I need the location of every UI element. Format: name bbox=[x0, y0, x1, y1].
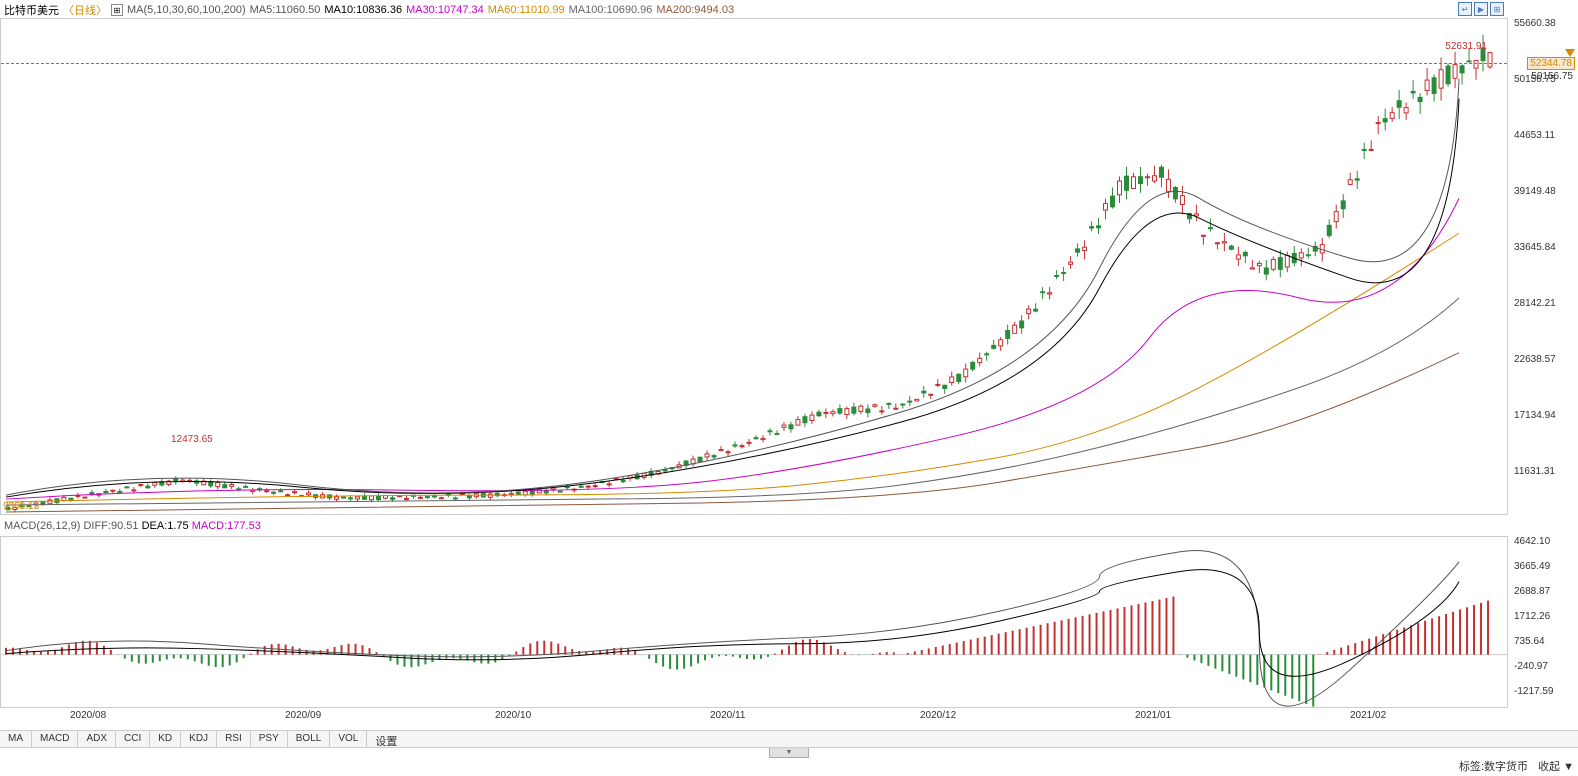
x-axis: 2020/08 2020/09 2020/10 2020/11 2020/12 2021/… bbox=[0, 710, 1508, 726]
macd-params: MACD(26,12,9) bbox=[4, 520, 80, 532]
y-tick: 3665.49 bbox=[1514, 561, 1550, 572]
macd-value: MACD:177.53 bbox=[192, 520, 261, 532]
indicator-settings[interactable]: 设置 bbox=[367, 731, 405, 747]
macd-diff: DIFF:90.51 bbox=[83, 520, 138, 532]
collapse-handle[interactable]: ▼ bbox=[769, 748, 809, 758]
y-tick: 11631.31 bbox=[1514, 466, 1555, 477]
indicator-tab-cci[interactable]: CCI bbox=[116, 731, 150, 747]
macd-dea: DEA:1.75 bbox=[142, 520, 189, 532]
timeframe-label: 〈日线〉 bbox=[63, 2, 107, 18]
expand-icon[interactable]: ⊞ bbox=[111, 4, 123, 16]
chart-header: 比特币美元 〈日线〉 ⊞ MA(5,10,30,60,100,200) MA5:… bbox=[4, 2, 1574, 18]
tool-icon-3[interactable]: ⊞ bbox=[1490, 2, 1504, 16]
y-axis-macd: 4642.10 3665.49 2688.87 1712.26 735.64 -240.9… bbox=[1510, 536, 1578, 708]
local-high-1: 12473.65 bbox=[171, 434, 213, 445]
indicator-tab-ma[interactable]: MA bbox=[0, 731, 32, 747]
x-tick: 2020/11 bbox=[710, 710, 745, 721]
y-tick: 4642.10 bbox=[1514, 536, 1550, 547]
macd-chart[interactable] bbox=[0, 536, 1508, 708]
y-tick: 28142.21 bbox=[1514, 298, 1556, 309]
y-tick: -240.97 bbox=[1514, 661, 1548, 672]
indicator-tab-kd[interactable]: KD bbox=[150, 731, 181, 747]
indicator-tab-adx[interactable]: ADX bbox=[78, 731, 116, 747]
macd-header: MACD(26,12,9) DIFF:90.51 DEA:1.75 MACD:1… bbox=[4, 520, 261, 532]
indicator-tab-boll[interactable]: BOLL bbox=[288, 731, 331, 747]
indicator-tab-rsi[interactable]: RSI bbox=[217, 731, 251, 747]
y-tick: 39149.48 bbox=[1514, 186, 1556, 197]
y-tick: -1217.59 bbox=[1514, 686, 1553, 697]
x-tick: 2020/10 bbox=[495, 710, 531, 721]
tool-icon-1[interactable]: ↵ bbox=[1458, 2, 1472, 16]
y-tick: 1712.26 bbox=[1514, 611, 1550, 622]
y-axis-main: 55660.38 50156.75 44653.11 39149.48 33645.84… bbox=[1510, 18, 1578, 515]
start-low: 9368.13 bbox=[3, 501, 39, 512]
x-tick: 2020/12 bbox=[920, 710, 956, 721]
indicator-tabs: MAMACDADXCCIKDKDJRSIPSYBOLLVOL设置 bbox=[0, 730, 1578, 748]
price-svg bbox=[1, 19, 1507, 514]
current-price-line bbox=[1, 63, 1507, 64]
indicator-tab-vol[interactable]: VOL bbox=[330, 731, 367, 747]
y-tick: 22638.57 bbox=[1514, 354, 1556, 365]
tag-label: 标签:数字货币 bbox=[1459, 758, 1528, 774]
ma200-value: MA200:9494.03 bbox=[656, 4, 734, 16]
local-high-2: 52631.91 bbox=[1445, 41, 1487, 52]
ma10-value: MA10:10836.36 bbox=[324, 4, 402, 16]
indicator-tab-macd[interactable]: MACD bbox=[32, 731, 78, 747]
macd-svg bbox=[1, 537, 1507, 707]
y-tick: 44653.11 bbox=[1514, 130, 1555, 141]
indicator-tab-psy[interactable]: PSY bbox=[251, 731, 288, 747]
y-tick: 17134.94 bbox=[1514, 410, 1556, 421]
y-tick: 55660.38 bbox=[1514, 18, 1556, 29]
ma100-value: MA100:10690.96 bbox=[569, 4, 653, 16]
y-tick: 33645.84 bbox=[1514, 242, 1556, 253]
footer-bar: 标签:数字货币 收起 ▼ bbox=[1459, 758, 1574, 774]
header-toolbar: ↵ ▶ ⊞ bbox=[1458, 2, 1504, 16]
x-tick: 2021/01 bbox=[1135, 710, 1171, 721]
ma60-value: MA60:11010.99 bbox=[488, 4, 565, 16]
x-tick: 2020/09 bbox=[285, 710, 321, 721]
ma30-value: MA30:10747.34 bbox=[406, 4, 484, 16]
x-tick: 2020/08 bbox=[70, 710, 106, 721]
x-tick: 2021/02 bbox=[1350, 710, 1386, 721]
y-tick: 735.64 bbox=[1514, 636, 1545, 647]
indicator-tab-kdj[interactable]: KDJ bbox=[181, 731, 217, 747]
collapse-button[interactable]: 收起 ▼ bbox=[1538, 758, 1574, 774]
ma-params-label: MA(5,10,30,60,100,200) bbox=[127, 4, 246, 16]
main-price-chart[interactable]: 12473.65 52631.91 9368.13 52344.78 50156… bbox=[0, 18, 1508, 515]
chart-container: 比特币美元 〈日线〉 ⊞ MA(5,10,30,60,100,200) MA5:… bbox=[0, 0, 1578, 776]
tool-icon-2[interactable]: ▶ bbox=[1474, 2, 1488, 16]
y-tick: 50156.75 bbox=[1514, 74, 1556, 85]
ma5-value: MA5:11060.50 bbox=[250, 4, 321, 16]
instrument-title: 比特币美元 bbox=[4, 2, 59, 18]
y-tick: 2688.87 bbox=[1514, 586, 1550, 597]
